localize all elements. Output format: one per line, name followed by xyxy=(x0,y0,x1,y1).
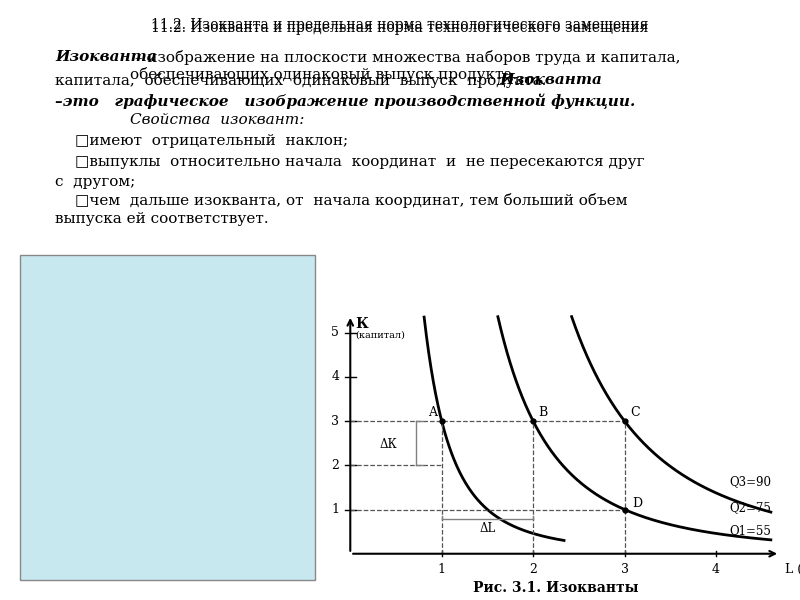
Text: каждая  из  которых: каждая из которых xyxy=(30,285,195,299)
Text: сочетаний  факторов: сочетаний факторов xyxy=(30,395,200,410)
Text: картой изоквант: картой изоквант xyxy=(65,439,265,457)
Text: использовании  определенных: использовании определенных xyxy=(30,373,277,387)
Text: Совокупность  изоквант,: Совокупность изоквант, xyxy=(30,263,230,277)
Text: 3: 3 xyxy=(331,415,339,428)
Text: 4: 4 xyxy=(712,563,720,577)
Text: показывает максимальный: показывает максимальный xyxy=(30,307,248,321)
Text: выпуска ей соответствует.: выпуска ей соответствует. xyxy=(55,212,269,226)
Text: (капитал): (капитал) xyxy=(355,331,405,340)
Text: Изокванта: Изокванта xyxy=(495,73,602,87)
Text: 3: 3 xyxy=(621,563,629,577)
Text: Q3=90: Q3=90 xyxy=(730,476,772,488)
Text: производства, называется: производства, называется xyxy=(30,417,242,431)
Text: 1: 1 xyxy=(438,563,446,577)
Text: с  другом;: с другом; xyxy=(55,175,135,189)
Text: выпуск  продукции,: выпуск продукции, xyxy=(30,329,190,343)
Text: A: A xyxy=(428,406,437,419)
Text: (рис.3.1): (рис.3.1) xyxy=(65,461,190,478)
Text: C: C xyxy=(630,406,640,419)
Text: ΔК: ΔК xyxy=(380,437,398,451)
Text: 11.2. Изокванта и предельная норма технологического замещения: 11.2. Изокванта и предельная норма техно… xyxy=(151,21,649,35)
Text: Рис. 3.1. Изокванты: Рис. 3.1. Изокванты xyxy=(474,581,638,595)
Text: □чем  дальше изокванта, от  начала координат, тем больший объем: □чем дальше изокванта, от начала координ… xyxy=(75,193,627,208)
Text: 11.2. Изокванта и предельная норма технологического замещения: 11.2. Изокванта и предельная норма техно… xyxy=(151,18,649,32)
Text: ΔL: ΔL xyxy=(479,521,495,535)
Text: 2: 2 xyxy=(530,563,537,577)
Text: B: B xyxy=(538,406,548,419)
Text: D: D xyxy=(632,497,642,511)
Text: 5: 5 xyxy=(331,326,339,339)
Text: – изображение на плоскости множества наборов труда и капитала, обеспечивающих од: – изображение на плоскости множества наб… xyxy=(130,50,681,82)
Text: □выпуклы  относительно начала  координат  и  не пересекаются друг: □выпуклы относительно начала координат и… xyxy=(75,155,645,169)
Text: 2: 2 xyxy=(331,459,339,472)
Text: –это   графическое   изображение производственной функции.: –это графическое изображение производств… xyxy=(55,93,635,109)
Text: Q2=75: Q2=75 xyxy=(730,501,771,514)
Text: капитала,  обеспечивающих  одинаковый  выпуск  продукта.: капитала, обеспечивающих одинаковый выпу… xyxy=(55,73,546,88)
Text: 4: 4 xyxy=(331,370,339,383)
Text: К: К xyxy=(355,317,368,331)
Text: Q1=55: Q1=55 xyxy=(730,524,771,537)
Text: 1: 1 xyxy=(331,503,339,516)
Text: достигаемый  при: достигаемый при xyxy=(30,351,175,365)
Text: Изокванта: Изокванта xyxy=(55,50,157,64)
Text: □имеют  отрицательный  наклон;: □имеют отрицательный наклон; xyxy=(75,134,348,148)
Text: Свойства  изоквант:: Свойства изоквант: xyxy=(130,113,304,127)
Text: L (труд): L (труд) xyxy=(785,563,800,577)
